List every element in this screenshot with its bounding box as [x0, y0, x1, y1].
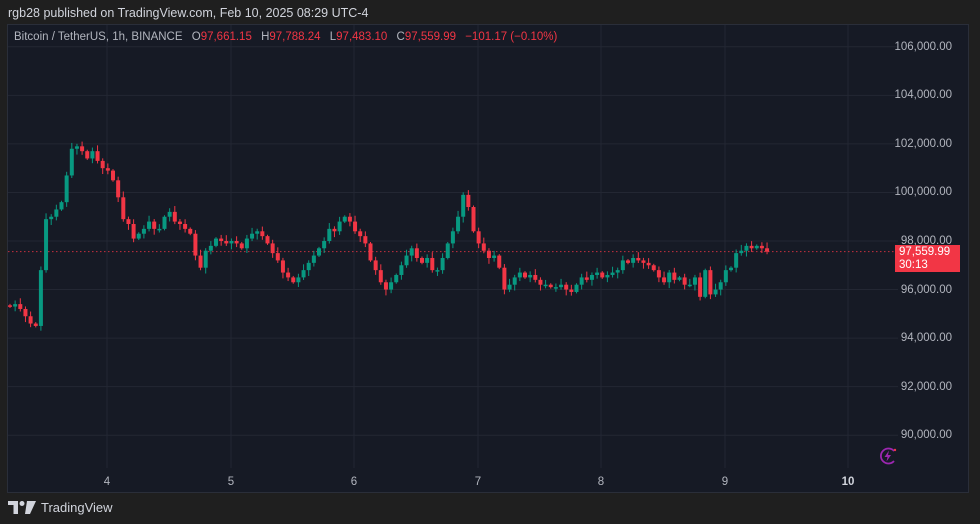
low-value: 97,483.10: [336, 31, 388, 43]
lightning-icon[interactable]: [878, 446, 898, 466]
date-tick-label: 4: [103, 476, 111, 488]
date-tick-label: 5: [227, 476, 235, 488]
tradingview-logo-icon: [8, 501, 36, 514]
price-tick-label: 104,000.00: [894, 89, 952, 102]
last-price: 97,559.99: [899, 246, 951, 258]
price-tick-label: 100,000.00: [894, 186, 952, 199]
published-byline: rgb28 published on TradingView.com, Feb …: [8, 6, 369, 20]
bar-countdown: 30:13: [899, 259, 928, 271]
symbol-name[interactable]: Bitcoin / TetherUS, 1h, BINANCE: [14, 31, 183, 43]
price-tick-label: 92,000.00: [900, 380, 952, 393]
close-value: 97,559.99: [404, 31, 457, 43]
symbol-legend: Bitcoin / TetherUS, 1h, BINANCE O97,661.…: [14, 31, 558, 43]
last-price-tag: 97,559.99 30:13: [895, 245, 960, 272]
date-tick-label: 9: [721, 476, 729, 488]
chart-frame[interactable]: [7, 24, 969, 493]
high-value: 97,788.24: [269, 31, 321, 43]
date-tick-label: 6: [350, 476, 358, 488]
brand-name: TradingView: [41, 500, 113, 515]
footer-brand[interactable]: TradingView: [8, 500, 113, 515]
change-value: −101.17 (−0.10%): [465, 31, 558, 43]
price-tick-label: 96,000.00: [900, 283, 952, 296]
price-tick-label: 94,000.00: [900, 332, 952, 345]
date-tick-label: 7: [474, 476, 482, 488]
date-tick-label: 10: [841, 476, 855, 488]
price-tick-label: 90,000.00: [900, 429, 952, 442]
date-tick-label: 8: [597, 476, 605, 488]
open-value: 97,661.15: [200, 31, 252, 43]
price-tick-label: 98,000.00: [900, 235, 952, 247]
price-tick-label: 102,000.00: [894, 137, 952, 150]
price-tick-label: 106,000.00: [894, 40, 952, 53]
